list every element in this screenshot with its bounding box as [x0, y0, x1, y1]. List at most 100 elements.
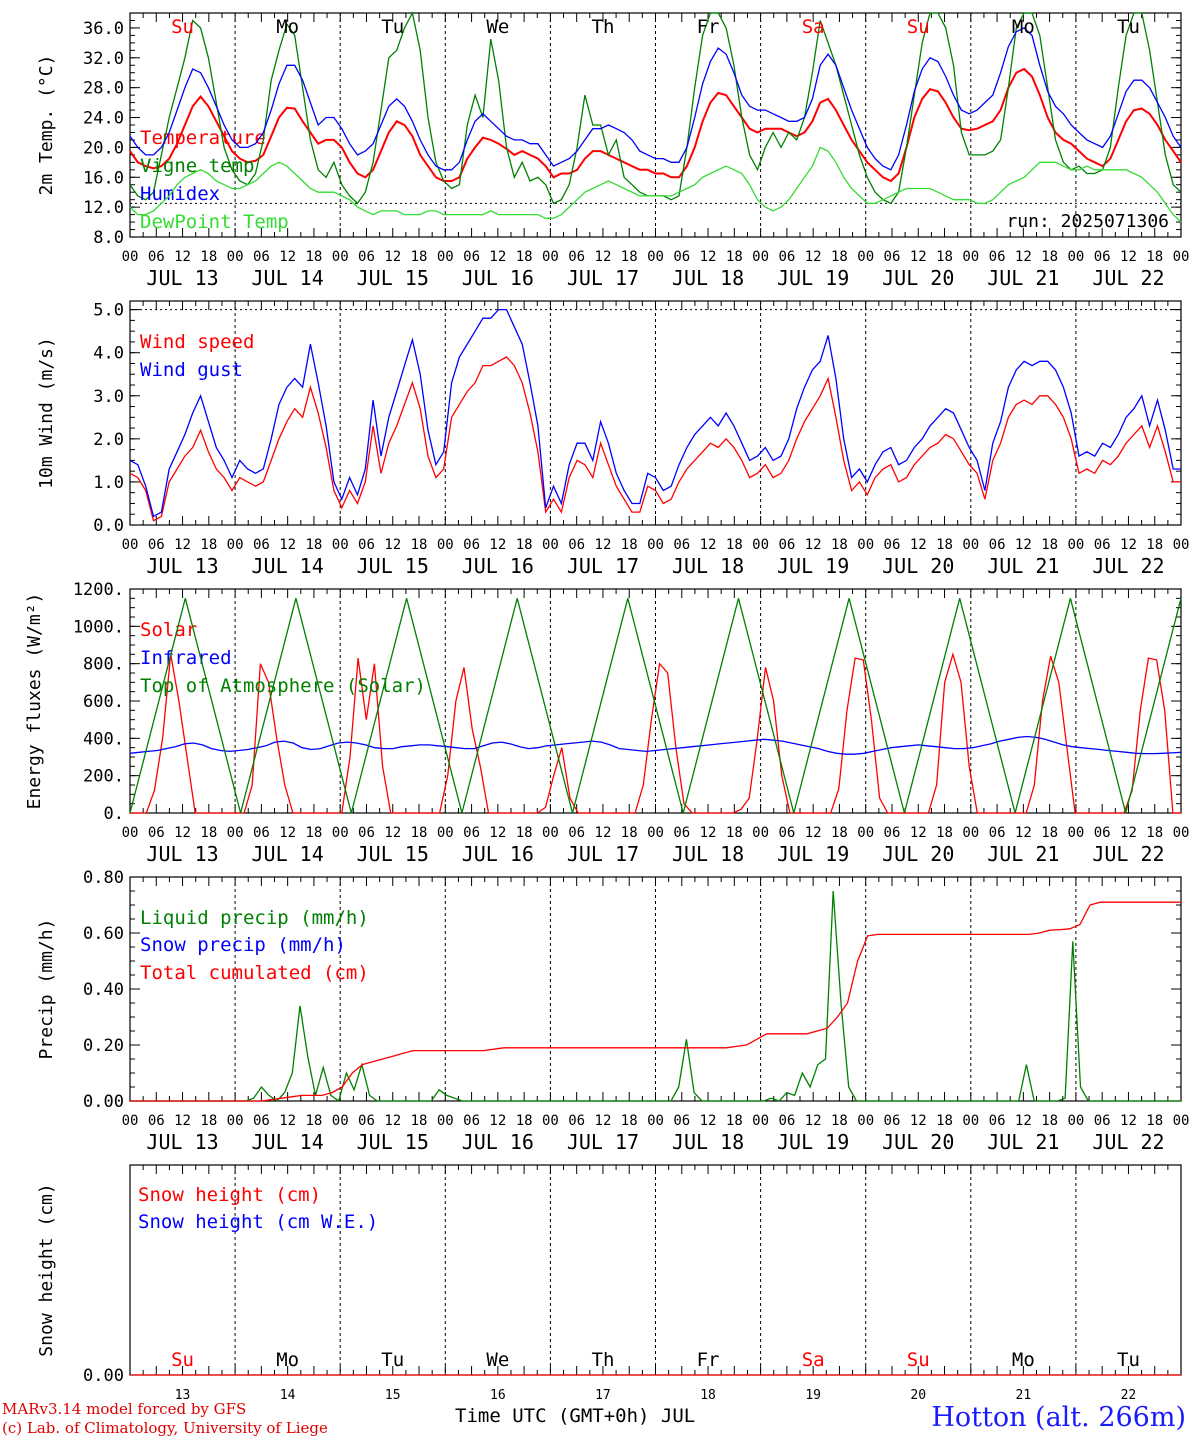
y-tick-label: 24.0 [83, 109, 124, 129]
hour-tick-label: 18 [516, 537, 533, 553]
date-label: JUL 19 [777, 842, 849, 866]
y-tick-label: 1000. [73, 617, 124, 637]
hour-tick-label: 06 [778, 825, 795, 841]
y-tick-label: 600. [83, 692, 124, 712]
y-axis-title: 10m Wind (m/s) [36, 337, 57, 489]
hour-tick-label: 00 [227, 249, 244, 265]
day-number-label: 19 [805, 1388, 821, 1403]
hour-tick-label: 00 [857, 537, 874, 553]
date-label: JUL 18 [672, 842, 744, 866]
hour-tick-label: 00 [122, 249, 139, 265]
hour-tick-label: 00 [647, 825, 664, 841]
hour-tick-label: 18 [1146, 249, 1163, 265]
chart-panel-2: 0.0 1.0 2.0 3.0 4.0 5.0 10m Wind (m/s) Wind spe… [36, 300, 1190, 578]
run-annotation: run: 2025071306 [1006, 211, 1169, 232]
hour-tick-label: 12 [489, 249, 506, 265]
hour-tick-label: 06 [358, 825, 375, 841]
hour-tick-label: 00 [962, 537, 979, 553]
y-axis-title: Energy fluxes (W/m²) [24, 593, 45, 810]
day-name-label: Mo [1012, 16, 1035, 38]
date-label: JUL 19 [777, 1130, 849, 1154]
legend-vigne-temp: Vigne temp [140, 155, 254, 177]
hour-tick-label: 18 [411, 1113, 428, 1129]
hour-tick-label: 12 [174, 825, 191, 841]
hour-tick-label: 12 [174, 249, 191, 265]
hour-tick-label: 00 [1173, 537, 1190, 553]
hour-tick-label: 00 [752, 249, 769, 265]
hour-tick-label: 18 [936, 537, 953, 553]
day-name-label: Su [907, 1349, 930, 1371]
hour-tick-label: 00 [857, 825, 874, 841]
y-tick-label: 0.80 [83, 868, 124, 888]
y-tick-label: 36.0 [83, 19, 124, 39]
hour-tick-label: 06 [568, 1113, 585, 1129]
hour-tick-label: 06 [989, 537, 1006, 553]
date-label: JUL 13 [146, 842, 218, 866]
legend-snow-height-cm-: Snow height (cm) [138, 1184, 321, 1206]
hour-tick-label: 06 [148, 1113, 165, 1129]
hour-tick-label: 00 [962, 249, 979, 265]
date-label: JUL 13 [146, 554, 218, 578]
legend-snow-height-cm-w-e-: Snow height (cm W.E.) [138, 1211, 378, 1233]
hour-tick-label: 18 [1041, 825, 1058, 841]
legend-temperature: Temperature [140, 127, 266, 149]
hour-tick-label: 00 [122, 537, 139, 553]
series-line-liquid-precip-mm-h- [130, 890, 1181, 1103]
chart-panel-4: 0.00 0.20 0.40 0.60 0.80 Precip (mm/h) Liquid … [36, 868, 1189, 1154]
date-label: JUL 18 [672, 554, 744, 578]
legend-wind-speed: Wind speed [140, 331, 254, 353]
y-tick-label: 0.00 [83, 1092, 124, 1112]
hour-tick-label: 12 [805, 249, 822, 265]
date-label: JUL 22 [1092, 266, 1164, 290]
hour-tick-label: 12 [1120, 825, 1137, 841]
hour-tick-label: 12 [595, 537, 612, 553]
hour-tick-label: 18 [936, 1113, 953, 1129]
legend-humidex: Humidex [140, 183, 220, 205]
hour-tick-label: 00 [542, 1113, 559, 1129]
legend-solar: Solar [140, 619, 197, 641]
hour-tick-label: 18 [411, 537, 428, 553]
date-label: JUL 20 [882, 266, 954, 290]
hour-tick-label: 12 [910, 537, 927, 553]
y-tick-label: 0.40 [83, 980, 124, 1000]
series-line-humidex [129, 27, 1182, 171]
series-line-dewpoint-temp [129, 146, 1182, 223]
hour-tick-label: 06 [1094, 537, 1111, 553]
date-label: JUL 15 [357, 842, 429, 866]
hour-tick-label: 12 [1015, 537, 1032, 553]
hour-tick-label: 18 [831, 249, 848, 265]
hour-tick-label: 00 [437, 1113, 454, 1129]
y-tick-label: 0.60 [83, 924, 124, 944]
y-tick-label: 1200. [73, 580, 124, 600]
chart-panel-1: 8.0 12.0 16.0 20.0 24.0 28.0 32.0 36.0 2m Temp. … [36, 11, 1189, 290]
day-name-label: Tu [381, 1349, 404, 1371]
hour-tick-label: 18 [1041, 537, 1058, 553]
hour-tick-label: 18 [726, 249, 743, 265]
date-label: JUL 16 [462, 266, 534, 290]
y-axis-title: Precip (mm/h) [36, 919, 57, 1060]
legend-wind-gust: Wind gust [140, 359, 243, 381]
legend-liquid-precip-mm-h-: Liquid precip (mm/h) [140, 907, 369, 929]
date-label: JUL 16 [462, 554, 534, 578]
hour-tick-label: 00 [1173, 1113, 1190, 1129]
day-name-label: Fr [697, 1349, 720, 1371]
x-axis-title: Time UTC (GMT+0h) JUL [455, 1405, 696, 1427]
hour-tick-label: 06 [358, 537, 375, 553]
y-tick-label: 4.0 [93, 344, 124, 364]
hour-tick-label: 00 [647, 249, 664, 265]
hour-tick-label: 06 [673, 825, 690, 841]
day-number-label: 18 [700, 1388, 716, 1403]
hour-tick-label: 18 [831, 825, 848, 841]
hour-tick-label: 00 [647, 537, 664, 553]
date-label: JUL 21 [987, 1130, 1059, 1154]
hour-tick-label: 06 [463, 537, 480, 553]
hour-tick-label: 12 [174, 1113, 191, 1129]
legend-dewpoint-temp: DewPoint Temp [140, 211, 289, 233]
day-number-label: 17 [595, 1388, 611, 1403]
series-line-total-cumulated-cm- [130, 901, 1181, 1102]
date-label: JUL 16 [462, 842, 534, 866]
legend-infrared: Infrared [140, 647, 232, 669]
hour-tick-label: 00 [857, 249, 874, 265]
hour-tick-label: 06 [1094, 825, 1111, 841]
